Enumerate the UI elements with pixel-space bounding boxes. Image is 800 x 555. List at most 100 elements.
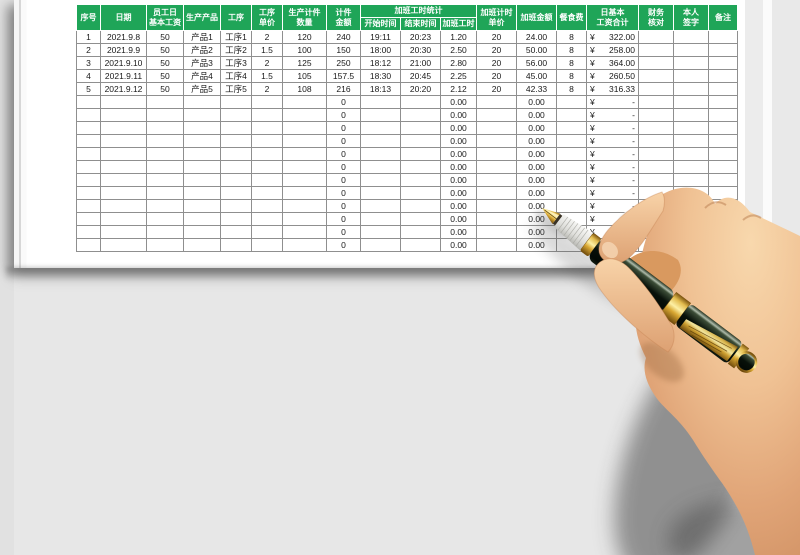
cell-seq: 3 (76, 56, 101, 70)
table-row: 0 0.00 0.00 ¥ - (76, 173, 739, 187)
cell-note (708, 82, 739, 96)
cell-product: 产品1 (183, 30, 221, 44)
currency-symbol: ¥ (590, 84, 595, 94)
cell-ot_hours: 2.80 (439, 56, 478, 70)
col-header-ot-start: 开始时间 (360, 17, 401, 31)
cell-ot_start (360, 225, 401, 239)
cell-seq (76, 108, 101, 122)
cell-ot_hours: 0.00 (439, 134, 478, 148)
cell-ot_unit (476, 199, 518, 213)
cell-finance (638, 121, 675, 135)
cell-date (100, 212, 147, 226)
cell-daily_base (146, 95, 184, 109)
cell-finance (638, 30, 675, 44)
paper-bottom-shadow (6, 267, 756, 281)
table-row: 0 0.00 0.00 ¥ - (76, 225, 739, 239)
cell-note (708, 95, 739, 109)
cell-process (220, 212, 252, 226)
cell-note (708, 43, 739, 57)
cell-qty (282, 134, 327, 148)
cell-day_total: ¥ - (586, 238, 640, 252)
cell-process: 工序5 (220, 82, 252, 96)
cell-ot_start (360, 238, 401, 252)
cell-seq (76, 186, 101, 200)
cell-daily_base (146, 186, 184, 200)
cell-day_total: ¥ - (586, 199, 640, 213)
cell-ot_end (400, 95, 441, 109)
cell-piece_amount: 0 (326, 225, 361, 239)
cell-ot_hours: 0.00 (439, 108, 478, 122)
col-header-ot-unit: 加班计时 单价 (476, 4, 518, 31)
table-row: 0 0.00 0.00 ¥ - (76, 108, 739, 122)
cell-finance (638, 160, 675, 174)
currency-symbol: ¥ (590, 201, 595, 211)
cell-product (183, 160, 221, 174)
cell-process (220, 134, 252, 148)
cell-ot_amount: 56.00 (516, 56, 558, 70)
cell-ot_start: 18:30 (360, 69, 401, 83)
cell-note (708, 30, 739, 44)
cell-finance (638, 108, 675, 122)
cell-day_total: ¥ - (586, 225, 640, 239)
currency-symbol: ¥ (590, 227, 595, 237)
cell-ot_hours: 0.00 (439, 186, 478, 200)
cell-sign (673, 108, 710, 122)
cell-ot_end: 20:45 (400, 69, 441, 83)
cell-ot_hours: 1.20 (439, 30, 478, 44)
cell-ot_start (360, 160, 401, 174)
cell-note (708, 238, 739, 252)
cell-meal: 8 (556, 56, 588, 70)
thumb-base-crease (640, 342, 684, 382)
cell-daily_base: 50 (146, 56, 184, 70)
cell-product (183, 212, 221, 226)
amount-value: - (632, 123, 636, 133)
col-header-unit-price: 工序 单价 (251, 4, 283, 31)
cell-product (183, 108, 221, 122)
currency-symbol: ¥ (590, 32, 595, 42)
cell-day_total: ¥ - (586, 134, 640, 148)
cell-day_total: ¥ - (586, 147, 640, 161)
cell-daily_base (146, 238, 184, 252)
cell-ot_amount: 50.00 (516, 43, 558, 57)
cell-daily_base (146, 199, 184, 213)
cell-ot_start (360, 199, 401, 213)
cell-piece_amount: 0 (326, 212, 361, 226)
cell-ot_amount: 0.00 (516, 160, 558, 174)
cell-meal (556, 199, 588, 213)
col-header-ot-amount: 加班金额 (516, 4, 558, 31)
amount-value: 260.50 (609, 71, 636, 81)
cell-seq: 5 (76, 82, 101, 96)
cell-meal (556, 225, 588, 239)
cell-ot_hours: 0.00 (439, 121, 478, 135)
cell-product: 产品5 (183, 82, 221, 96)
cell-ot_unit (476, 212, 518, 226)
table-row: 5 2021.9.12 50 产品5 工序5 2 108 216 18:13 20:20 2.12 2… (76, 82, 739, 96)
cell-process (220, 160, 252, 174)
currency-symbol: ¥ (590, 175, 595, 185)
cell-day_total: ¥ - (586, 186, 640, 200)
col-header-ot-hours: 加班工时 (439, 17, 478, 31)
col-group-overtime: 加班工时统计 (359, 4, 478, 18)
cell-piece_amount: 0 (326, 134, 361, 148)
cell-daily_base (146, 212, 184, 226)
table-row: 0 0.00 0.00 ¥ - (76, 121, 739, 135)
cell-note (708, 69, 739, 83)
cell-product (183, 199, 221, 213)
cell-sign (673, 134, 710, 148)
cell-note (708, 212, 739, 226)
cell-sign (673, 238, 710, 252)
cell-qty (282, 238, 327, 252)
cell-meal (556, 160, 588, 174)
cell-qty (282, 121, 327, 135)
cell-note (708, 173, 739, 187)
cell-finance (638, 173, 675, 187)
cell-qty (282, 173, 327, 187)
cell-process (220, 199, 252, 213)
cell-product (183, 238, 221, 252)
cell-ot_hours: 0.00 (439, 225, 478, 239)
cell-date (100, 225, 147, 239)
cell-sign (673, 199, 710, 213)
cell-ot_end (400, 238, 441, 252)
cell-sign (673, 160, 710, 174)
cell-product (183, 173, 221, 187)
